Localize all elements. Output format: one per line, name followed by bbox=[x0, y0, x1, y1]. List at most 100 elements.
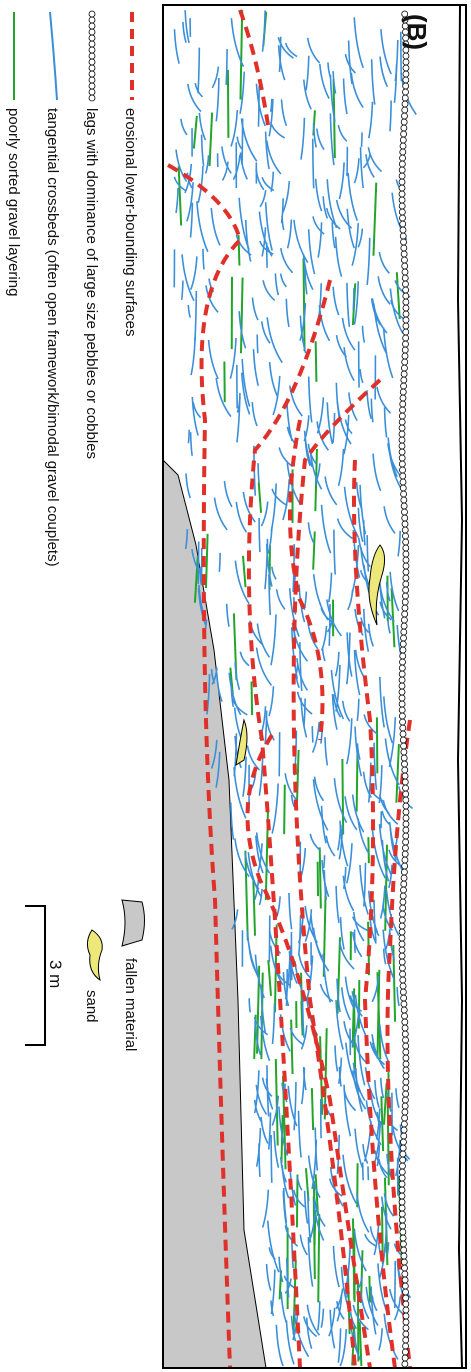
crossbed bbox=[308, 1237, 312, 1287]
crossbed bbox=[379, 1328, 382, 1350]
crossbed bbox=[338, 125, 346, 141]
crossbed bbox=[374, 743, 376, 790]
crossbed bbox=[367, 535, 368, 571]
pebble bbox=[89, 71, 95, 77]
pebble bbox=[402, 1277, 408, 1283]
pebble bbox=[401, 1133, 407, 1139]
pebble bbox=[89, 23, 95, 29]
pebble bbox=[402, 1019, 408, 1025]
crossbed bbox=[374, 900, 376, 942]
crossbed bbox=[348, 590, 353, 610]
crossbed bbox=[311, 915, 322, 957]
gravel-layer bbox=[206, 534, 208, 588]
pebble bbox=[399, 1211, 405, 1217]
pebble bbox=[402, 779, 408, 785]
pebble bbox=[402, 263, 408, 269]
crossbed bbox=[261, 1117, 268, 1144]
pebble bbox=[401, 635, 407, 641]
pebble bbox=[400, 893, 406, 899]
crossbed bbox=[270, 362, 278, 397]
pebble bbox=[399, 695, 405, 701]
pebble bbox=[399, 665, 405, 671]
pebble bbox=[399, 191, 405, 197]
crossbed bbox=[191, 432, 193, 456]
pebble bbox=[400, 221, 406, 227]
pebble bbox=[403, 1319, 409, 1325]
crossbed bbox=[212, 67, 218, 88]
crossbed bbox=[252, 298, 257, 321]
crossbed bbox=[186, 473, 190, 498]
pebble bbox=[89, 47, 95, 53]
gravel-layer bbox=[259, 482, 261, 513]
pebble bbox=[402, 1013, 408, 1019]
pebble bbox=[400, 1223, 406, 1229]
crossbed bbox=[370, 1226, 376, 1242]
pebble bbox=[400, 1151, 406, 1157]
pebble bbox=[402, 281, 408, 287]
outcrop-panel bbox=[163, 5, 462, 1368]
crossbed bbox=[275, 273, 278, 295]
crossbed bbox=[395, 1261, 396, 1308]
pebble bbox=[402, 533, 408, 539]
pebble bbox=[89, 95, 95, 101]
gravel-layer bbox=[291, 1020, 292, 1074]
pebble bbox=[400, 233, 406, 239]
crossbed bbox=[342, 987, 351, 1020]
crossbed bbox=[322, 626, 327, 650]
gravel-layer bbox=[313, 532, 315, 570]
pebble bbox=[89, 11, 95, 17]
pebble bbox=[403, 1049, 409, 1055]
pebble bbox=[403, 1079, 409, 1085]
pebble bbox=[402, 347, 408, 353]
pebble bbox=[402, 1283, 408, 1289]
pebble bbox=[402, 857, 408, 863]
crossbed bbox=[343, 1155, 356, 1204]
crossbed bbox=[231, 110, 237, 146]
crossbed bbox=[347, 718, 352, 764]
pebble bbox=[399, 1199, 405, 1205]
pebble bbox=[399, 677, 405, 683]
pebble bbox=[403, 1313, 409, 1319]
crossbed bbox=[301, 118, 304, 160]
crossbed bbox=[241, 118, 256, 161]
crossbed bbox=[271, 1135, 272, 1183]
pebble bbox=[399, 671, 405, 677]
pebble bbox=[399, 713, 405, 719]
pebble bbox=[402, 89, 408, 95]
pebble bbox=[403, 539, 409, 545]
pebble bbox=[403, 545, 409, 551]
legend-crossbed-symbol bbox=[50, 12, 57, 100]
pebble bbox=[401, 623, 407, 629]
crossbed bbox=[371, 399, 373, 423]
gravel-layer bbox=[179, 166, 181, 225]
pebble bbox=[399, 1193, 405, 1199]
crossbed bbox=[216, 378, 231, 417]
crossbed bbox=[329, 573, 332, 603]
crossbed bbox=[390, 100, 391, 131]
pebble bbox=[403, 65, 409, 71]
pebble bbox=[89, 53, 95, 59]
pebble bbox=[402, 599, 408, 605]
pebble bbox=[399, 953, 405, 959]
pebble bbox=[399, 1217, 405, 1223]
pebble bbox=[401, 761, 407, 767]
pebble bbox=[399, 203, 405, 209]
crossbed bbox=[325, 477, 337, 505]
crossbed bbox=[288, 220, 292, 249]
pebble bbox=[400, 659, 406, 665]
crossbed bbox=[336, 886, 339, 923]
pebble bbox=[399, 701, 405, 707]
pebble bbox=[399, 965, 405, 971]
pebble bbox=[403, 1337, 409, 1343]
pebble bbox=[403, 815, 409, 821]
pebble bbox=[402, 1025, 408, 1031]
scale-bar-label: 3 m bbox=[46, 960, 65, 988]
pebble bbox=[400, 977, 406, 983]
panel-label: (B) bbox=[402, 14, 432, 50]
pebble bbox=[399, 179, 405, 185]
gravel-layer bbox=[312, 1088, 313, 1130]
pebble bbox=[399, 443, 405, 449]
crossbed bbox=[182, 280, 183, 299]
crossbed bbox=[263, 280, 275, 300]
pebble bbox=[403, 83, 409, 89]
